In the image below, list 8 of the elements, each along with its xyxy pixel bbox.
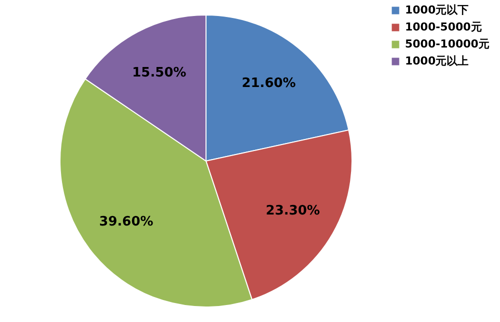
data-label: 21.60% xyxy=(242,76,296,92)
data-label: 23.30% xyxy=(266,204,320,219)
legend-label: 1000-5000元 xyxy=(405,20,482,34)
legend-label: 1000元以下 xyxy=(405,4,469,16)
data-label: 39.60% xyxy=(99,214,154,230)
legend-label: 1000元以上 xyxy=(405,54,469,68)
data-label: 15.50% xyxy=(132,66,186,81)
legend-label: 5000-10000元 xyxy=(405,38,490,50)
